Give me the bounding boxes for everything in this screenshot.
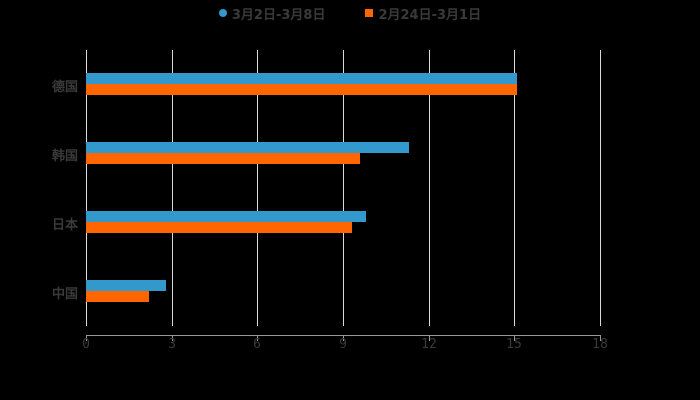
axis-tick (429, 335, 430, 341)
gridline (429, 50, 430, 326)
bar[interactable] (86, 142, 409, 153)
axis-tick (86, 335, 87, 341)
gridline (86, 50, 87, 326)
legend-label: 3月2日-3月8日 (231, 7, 326, 23)
legend-label: 2月24日-3月1日 (378, 7, 482, 23)
bar[interactable] (86, 280, 166, 291)
bar[interactable] (86, 84, 517, 95)
bar[interactable] (86, 153, 360, 164)
y-category-label: 韩国 (51, 149, 78, 164)
legend-item-series-1[interactable]: 3月2日-3月8日 (218, 4, 326, 23)
bar[interactable] (86, 291, 149, 302)
axis-tick (514, 335, 515, 341)
x-tick-label: 0 (82, 337, 90, 352)
axis-tick (343, 335, 344, 341)
legend-item-series-2[interactable]: 2月24日-3月1日 (365, 4, 481, 23)
x-tick-label: 15 (506, 337, 522, 352)
y-category-label: 中国 (51, 287, 78, 302)
y-category-label: 德国 (51, 80, 78, 95)
x-tick-label: 9 (339, 337, 347, 352)
y-category-label: 日本 (51, 218, 78, 233)
x-tick-label: 3 (168, 337, 176, 352)
axis-tick (600, 335, 601, 341)
gridline (172, 50, 173, 326)
x-tick-label: 18 (592, 337, 608, 352)
x-tick-label: 6 (253, 337, 261, 352)
bar[interactable] (86, 211, 366, 222)
bar[interactable] (86, 222, 352, 233)
gridline (514, 50, 515, 326)
circle-marker-icon (218, 9, 227, 17)
axis-tick (172, 335, 173, 341)
axis-tick (257, 335, 258, 341)
legend: 3月2日-3月8日 2月24日-3月1日 (0, 4, 700, 23)
gridline (343, 50, 344, 326)
x-tick-label: 12 (421, 337, 437, 352)
gridline (257, 50, 258, 326)
x-axis (86, 335, 600, 336)
square-marker-icon (365, 9, 374, 17)
gridline (600, 50, 601, 326)
bar[interactable] (86, 73, 517, 84)
